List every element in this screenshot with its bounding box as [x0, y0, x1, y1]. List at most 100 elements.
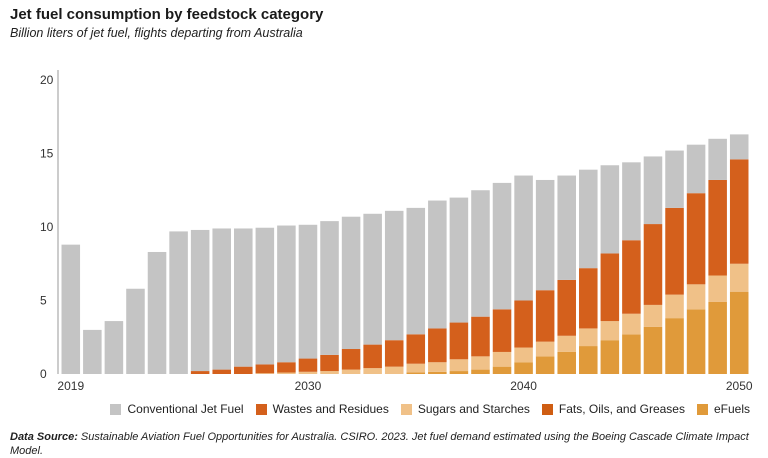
bar-segment-wastes-and-residues-2049 — [708, 179, 727, 276]
bar-segment-conventional-jet-fuel-2034 — [384, 210, 404, 341]
bar-segment-wastes-and-residues-2038 — [471, 316, 490, 357]
bar-segment-sugars-and-starches-2029 — [277, 372, 296, 374]
bar-segment-wastes-and-residues-2030 — [298, 358, 318, 372]
bar-segment-conventional-jet-fuel-2036 — [428, 200, 447, 329]
bar-segment-wastes-and-residues-2042 — [557, 279, 576, 336]
bar-segment-conventional-jet-fuel-2023 — [147, 251, 167, 374]
legend-item-efuels: eFuels — [696, 402, 750, 416]
bar-segment-wastes-and-residues-2028 — [255, 364, 275, 374]
legend-swatch-sugars — [400, 403, 412, 415]
bar-segment-conventional-jet-fuel-2033 — [363, 213, 382, 345]
bar-segment-efuels-2042 — [557, 351, 576, 374]
bar-segment-efuels-2050 — [729, 291, 749, 374]
legend-item-sugars: Sugars and Starches — [400, 402, 530, 416]
bar-segment-sugars-and-starches-2031 — [320, 371, 339, 374]
bar-segment-efuels-2048 — [686, 309, 706, 374]
bar-segment-wastes-and-residues-2033 — [363, 344, 382, 369]
bar-segment-wastes-and-residues-2045 — [622, 240, 641, 314]
bar-segment-sugars-and-starches-2039 — [492, 351, 512, 367]
legend-swatch-wastes — [255, 403, 267, 415]
x-tick-label: 2030 — [295, 379, 322, 393]
source-text: Sustainable Aviation Fuel Opportunities … — [10, 431, 749, 457]
bar-segment-conventional-jet-fuel-2041 — [535, 179, 555, 291]
bar-segment-conventional-jet-fuel-2048 — [686, 144, 706, 194]
bar-segment-wastes-and-residues-2025 — [190, 371, 210, 374]
bar-segment-sugars-and-starches-2028 — [255, 373, 275, 374]
legend-label-fats: Fats, Oils, and Greases — [558, 402, 685, 416]
bar-segment-conventional-jet-fuel-2024 — [169, 231, 188, 374]
bar-segment-sugars-and-starches-2048 — [686, 284, 706, 310]
bar-segment-conventional-jet-fuel-2050 — [729, 134, 749, 160]
bar-segment-sugars-and-starches-2034 — [384, 366, 404, 374]
bar-segment-sugars-and-starches-2035 — [406, 363, 426, 373]
bar-segment-sugars-and-starches-2036 — [428, 362, 447, 372]
bar-segment-conventional-jet-fuel-2042 — [557, 175, 576, 280]
bar-segment-sugars-and-starches-2032 — [341, 369, 361, 374]
bar-segment-sugars-and-starches-2043 — [579, 328, 598, 347]
bar-segment-wastes-and-residues-2043 — [579, 268, 598, 329]
bar-segment-conventional-jet-fuel-2022 — [126, 288, 145, 374]
chart-subtitle: Billion liters of jet fuel, flights depa… — [10, 26, 303, 40]
bar-segment-conventional-jet-fuel-2045 — [622, 162, 641, 241]
bar-segment-efuels-2045 — [622, 334, 641, 374]
legend-swatch-conventional — [110, 403, 122, 415]
bar-segment-conventional-jet-fuel-2038 — [471, 190, 490, 317]
bar-segment-wastes-and-residues-2039 — [492, 309, 512, 352]
bar-segment-wastes-and-residues-2036 — [428, 328, 447, 363]
bar-segment-wastes-and-residues-2044 — [600, 253, 620, 322]
bar-segment-efuels-2039 — [492, 366, 512, 374]
bar-segment-sugars-and-starches-2050 — [729, 263, 749, 292]
bar-segment-efuels-2040 — [514, 362, 533, 374]
bar-segment-conventional-jet-fuel-2047 — [665, 150, 684, 208]
bar-segment-efuels-2038 — [471, 369, 490, 374]
x-tick-label: 2050 — [726, 379, 753, 393]
legend-label-sugars: Sugars and Starches — [417, 402, 530, 416]
bar-segment-sugars-and-starches-2030 — [298, 371, 318, 374]
bar-segment-sugars-and-starches-2040 — [514, 347, 533, 363]
stacked-bar-chart: 0 5 10 15 20 2019 2030 2040 2050 — [40, 70, 753, 393]
bar-segment-wastes-and-residues-2026 — [212, 369, 231, 374]
bar-segment-wastes-and-residues-2041 — [535, 290, 555, 342]
legend: Conventional Jet Fuel Wastes and Residue… — [110, 402, 750, 416]
bar-segment-conventional-jet-fuel-2020 — [83, 329, 102, 374]
y-tick-label: 0 — [40, 367, 47, 381]
bar-segment-sugars-and-starches-2045 — [622, 313, 641, 335]
legend-label-conventional: Conventional Jet Fuel — [127, 402, 244, 416]
bar-segment-wastes-and-residues-2035 — [406, 334, 426, 364]
y-tick-label: 20 — [40, 73, 54, 87]
bar-segment-sugars-and-starches-2037 — [449, 359, 469, 372]
bar-segment-conventional-jet-fuel-2037 — [449, 197, 469, 323]
bar-segment-conventional-jet-fuel-2028 — [255, 227, 275, 365]
legend-item-wastes: Wastes and Residues — [255, 402, 389, 416]
y-tick-label: 10 — [40, 220, 54, 234]
bar-segment-conventional-jet-fuel-2043 — [579, 169, 598, 269]
bar-segment-conventional-jet-fuel-2031 — [320, 221, 339, 355]
bar-segment-conventional-jet-fuel-2035 — [406, 207, 426, 335]
y-tick-label: 15 — [40, 147, 54, 161]
bar-segment-conventional-jet-fuel-2044 — [600, 165, 620, 254]
x-tick-label: 2019 — [57, 379, 84, 393]
bar-segment-efuels-2041 — [535, 356, 555, 374]
bar-segment-sugars-and-starches-2044 — [600, 321, 620, 341]
bar-segment-sugars-and-starches-2047 — [665, 294, 684, 319]
legend-item-conventional: Conventional Jet Fuel — [110, 402, 244, 416]
legend-label-efuels: eFuels — [713, 402, 750, 416]
bar-segment-conventional-jet-fuel-2021 — [104, 321, 124, 374]
bar-segment-sugars-and-starches-2049 — [708, 275, 727, 302]
bar-segment-wastes-and-residues-2040 — [514, 300, 533, 348]
data-source-note: Data Source: Sustainable Aviation Fuel O… — [10, 430, 760, 458]
bar-segment-wastes-and-residues-2034 — [384, 340, 404, 367]
bar-segment-wastes-and-residues-2050 — [729, 159, 749, 264]
source-label: Data Source: — [10, 431, 78, 443]
bar-segment-efuels-2037 — [449, 371, 469, 374]
bar-segment-conventional-jet-fuel-2027 — [234, 228, 253, 367]
legend-swatch-fats — [541, 403, 553, 415]
bar-segment-conventional-jet-fuel-2040 — [514, 175, 533, 301]
bar-segment-wastes-and-residues-2029 — [277, 362, 296, 373]
chart-title: Jet fuel consumption by feedstock catego… — [10, 6, 324, 23]
bar-segment-conventional-jet-fuel-2029 — [277, 225, 296, 363]
bar-segment-conventional-jet-fuel-2046 — [643, 156, 663, 225]
bar-segment-conventional-jet-fuel-2032 — [341, 216, 361, 350]
bar-segment-wastes-and-residues-2031 — [320, 354, 339, 372]
bar-segment-wastes-and-residues-2046 — [643, 224, 663, 305]
